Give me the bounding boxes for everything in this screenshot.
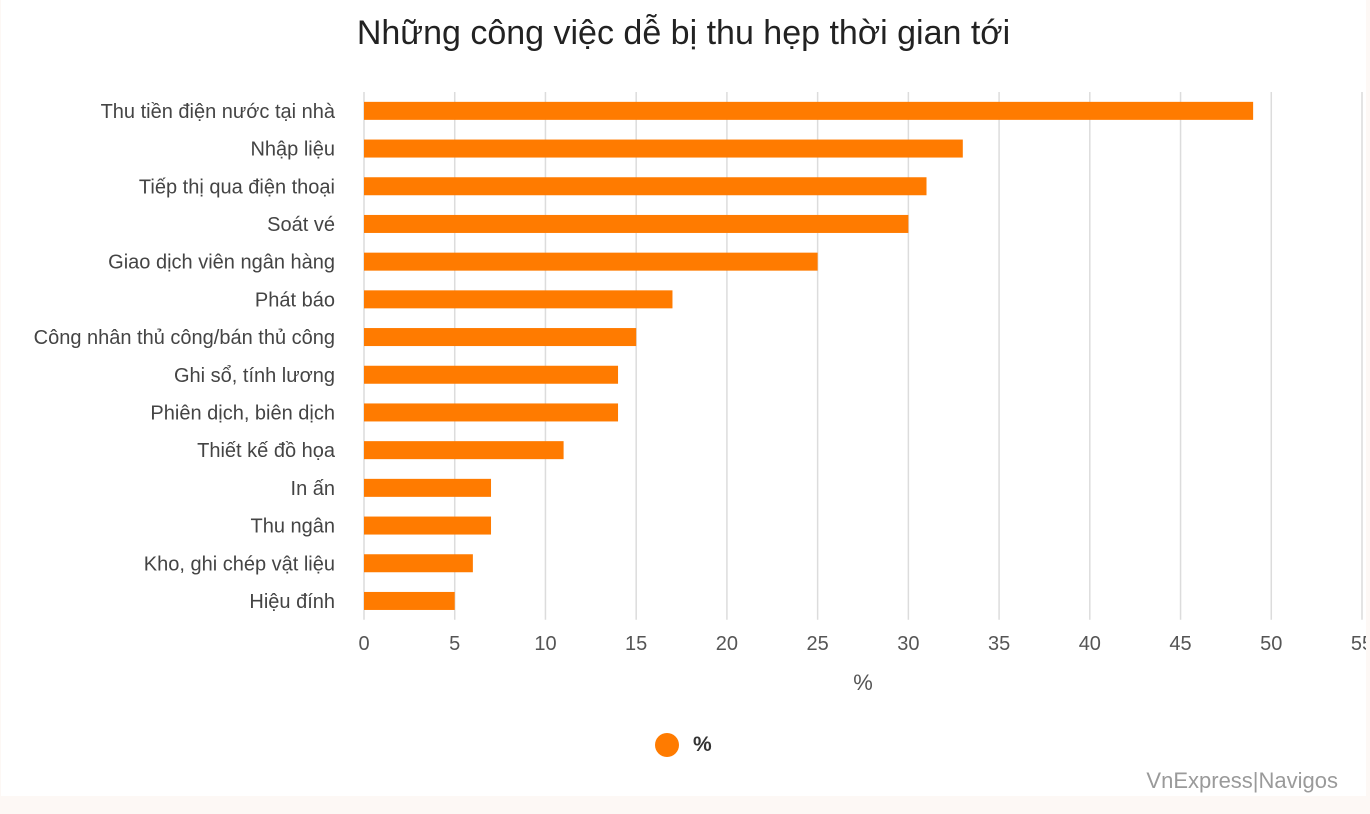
bar[interactable] — [364, 516, 492, 535]
x-tick-label: 15 — [625, 633, 647, 655]
bar-chart: Thu tiền điện nước tại nhà Nhập liệu Tiếp … — [34, 92, 1366, 695]
chart-card: Những công việc dễ bị thu hẹp thời gian … — [1, 0, 1366, 796]
bar[interactable] — [364, 214, 909, 233]
x-tick-label: 40 — [1079, 633, 1101, 655]
x-tick-label: 20 — [716, 633, 738, 655]
x-tick-label: 10 — [534, 633, 556, 655]
bar[interactable] — [364, 554, 473, 573]
bar[interactable] — [364, 591, 455, 610]
bar[interactable] — [364, 365, 619, 384]
bars — [364, 101, 1254, 610]
x-tick-label: 35 — [988, 633, 1010, 655]
category-label: Công nhân thủ công/bán thủ công — [34, 327, 335, 349]
bar[interactable] — [364, 290, 673, 309]
legend[interactable]: % — [655, 733, 712, 757]
legend-swatch-icon — [655, 733, 679, 757]
category-label: Ghi sổ, tính lương — [174, 365, 335, 387]
category-label: Phát báo — [255, 289, 335, 311]
gridlines — [363, 92, 1363, 620]
category-labels: Thu tiền điện nước tại nhà Nhập liệu Tiếp … — [34, 101, 336, 613]
category-label: Phiên dịch, biên dịch — [150, 402, 335, 424]
x-tick-label: 0 — [358, 633, 369, 655]
bar[interactable] — [364, 252, 818, 271]
source-credit: VnExpress|Navigos — [1146, 768, 1338, 793]
bar[interactable] — [364, 101, 1254, 120]
category-label: Hiệu đính — [249, 591, 335, 613]
bar[interactable] — [364, 328, 637, 347]
x-tick-label: 5 — [449, 633, 460, 655]
category-label: Kho, ghi chép vật liệu — [144, 553, 335, 575]
legend-label: % — [693, 733, 712, 756]
category-label: Thu ngân — [250, 516, 335, 538]
chart-title: Những công việc dễ bị thu hẹp thời gian … — [356, 14, 1011, 52]
bar[interactable] — [364, 478, 492, 497]
x-axis-title: % — [853, 670, 873, 695]
x-tick-label: 25 — [807, 633, 829, 655]
category-label: Soát vé — [267, 214, 335, 236]
bar[interactable] — [364, 403, 619, 422]
x-tick-label: 45 — [1169, 633, 1191, 655]
category-label: Thiết kế đồ họa — [197, 440, 336, 462]
x-tick-label: 55 — [1351, 633, 1366, 655]
category-label: In ấn — [291, 478, 335, 500]
x-tick-labels: 0 5 10 15 20 25 30 35 40 45 50 55 — [358, 633, 1366, 655]
category-label: Giao dịch viên ngân hàng — [108, 252, 335, 274]
bar[interactable] — [364, 441, 564, 460]
category-label: Tiếp thị qua điện thoại — [139, 176, 335, 198]
bar[interactable] — [364, 139, 963, 158]
category-label: Nhập liệu — [250, 139, 335, 161]
bar[interactable] — [364, 177, 927, 196]
x-tick-label: 30 — [897, 633, 919, 655]
x-tick-label: 50 — [1260, 633, 1282, 655]
category-label: Thu tiền điện nước tại nhà — [101, 101, 336, 123]
